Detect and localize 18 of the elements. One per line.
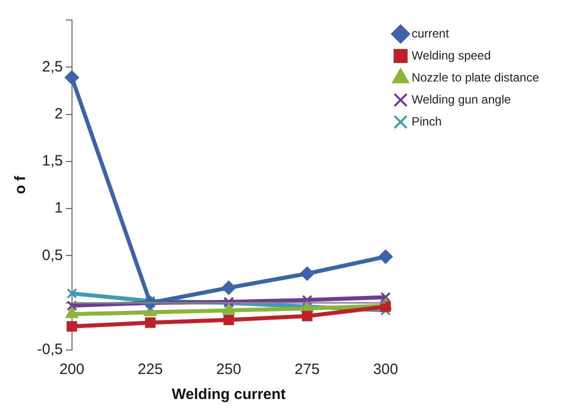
legend-label: Welding gun angle bbox=[412, 92, 512, 106]
x-tick-label: 200 bbox=[59, 361, 84, 378]
legend-label: current bbox=[412, 26, 450, 40]
y-tick-label: 2 bbox=[54, 105, 63, 122]
x-axis-title: Welding current bbox=[172, 386, 286, 404]
legend-label: Nozzle to plate distance bbox=[412, 70, 540, 84]
y-tick-label: 2,5 bbox=[42, 58, 63, 76]
x-tick-label: 275 bbox=[294, 361, 320, 378]
y-tick-label: 1,5 bbox=[42, 152, 63, 170]
y-axis-title: o f bbox=[12, 174, 30, 194]
y-tick-label: 0,5 bbox=[42, 246, 63, 264]
x-tick-label: 225 bbox=[138, 361, 163, 378]
legend-label: Pinch bbox=[412, 114, 442, 128]
y-tick-label: 1 bbox=[54, 200, 63, 217]
y-tick-label: -0,5 bbox=[36, 341, 63, 358]
x-tick-label: 250 bbox=[216, 361, 242, 378]
x-tick-label: 300 bbox=[373, 361, 398, 378]
legend-label: Welding speed bbox=[412, 48, 491, 62]
